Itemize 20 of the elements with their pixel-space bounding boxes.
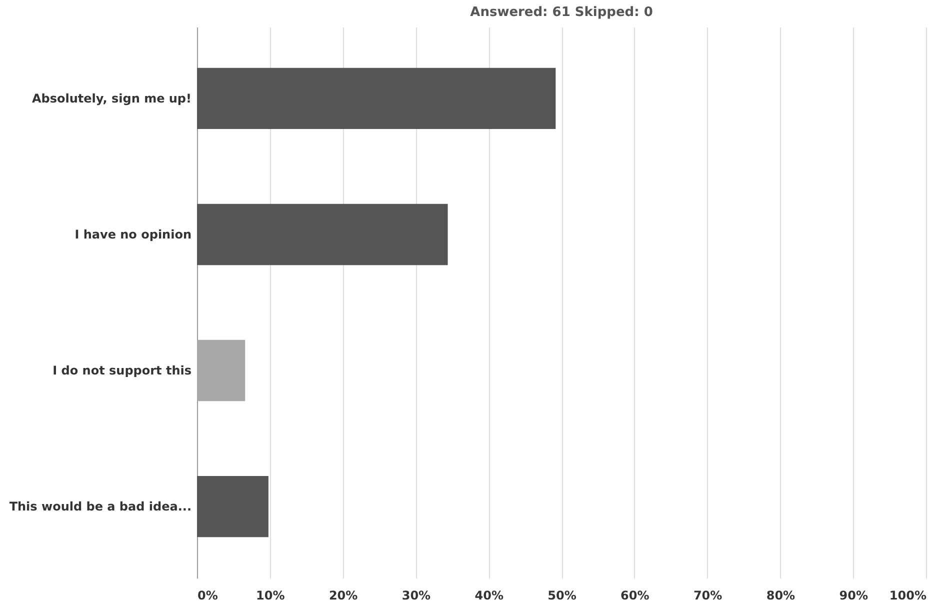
y-tick-label: I do not support this [52, 364, 192, 378]
bar [197, 476, 268, 538]
x-tick-label: 60% [620, 588, 650, 602]
x-tick-label: 30% [402, 588, 431, 602]
x-tick-label: 80% [766, 588, 796, 602]
x-tick-label: 100% [889, 588, 926, 602]
chart-title: Answered: 61 Skipped: 0 [470, 5, 653, 20]
x-tick-label: 90% [839, 588, 868, 602]
x-tick-label: 10% [256, 588, 285, 602]
x-tick-label: 50% [548, 588, 576, 602]
x-tick-label: 20% [328, 588, 358, 602]
bar [197, 204, 448, 266]
x-tick-label: 40% [474, 588, 504, 602]
x-tick-label: 0% [198, 588, 218, 602]
x-tick-label: 70% [693, 588, 722, 602]
bar [197, 68, 556, 130]
y-tick-label: I have no opinion [74, 227, 192, 242]
y-tick-label: Absolutely, sign me up! [32, 91, 192, 106]
bar [197, 340, 246, 402]
y-tick-label: This would be a bad idea... [9, 500, 192, 514]
